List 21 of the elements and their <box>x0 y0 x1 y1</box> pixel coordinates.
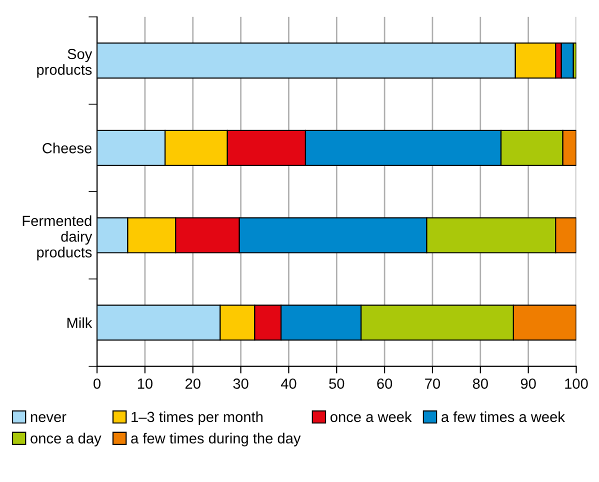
legend-label: 1–3 times per month <box>132 411 262 426</box>
x-tick-label: 10 <box>138 378 152 389</box>
x-tick-label: 20 <box>186 378 200 389</box>
x-tick-label: 100 <box>565 378 588 389</box>
x-tick-label: 60 <box>377 378 392 389</box>
legend-label: once a week <box>330 411 412 422</box>
legend-label: a few times a week <box>442 411 565 422</box>
legend-label: once a day <box>30 432 102 446</box>
legend-label: never <box>30 414 66 422</box>
y-tick-label: Fermented dairy products <box>22 215 92 260</box>
y-tick-label: Soy products <box>37 48 92 78</box>
x-tick-label: 80 <box>472 378 488 389</box>
x-tick-label: 70 <box>425 378 440 389</box>
y-tick-label: Cheese <box>42 142 92 154</box>
x-tick-label: 30 <box>233 378 248 389</box>
x-tick-label: 0 <box>94 378 101 389</box>
y-tick-label: Milk <box>67 317 92 328</box>
legend-label: a few times during the day <box>131 432 301 446</box>
x-tick-label: 90 <box>520 378 536 389</box>
x-tick-label: 40 <box>280 378 296 389</box>
x-tick-label: 50 <box>329 378 344 389</box>
